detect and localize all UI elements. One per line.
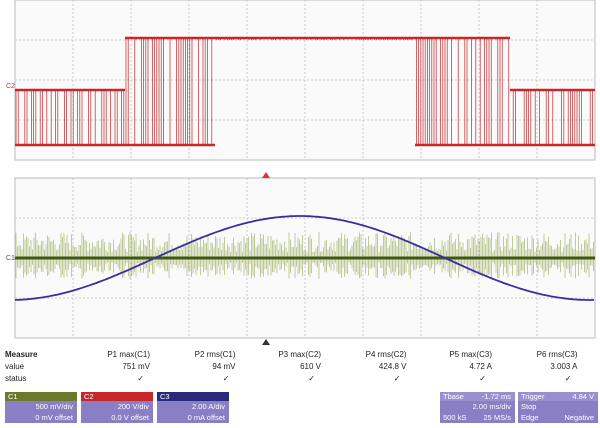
measure-name: P5 max(C3) [412,350,492,359]
measure-name: P2 rms(C1) [156,350,236,359]
row-label: value [5,362,24,371]
measure-value: 751 mV [70,362,150,371]
measure-value: 94 mV [156,362,236,371]
scope-screen: C2 C1 Measure value status P1 max(C1) 751… [0,0,600,428]
trigger-header: Trigger 4.84 V [518,392,598,401]
timebase-rate: 25 MS/s [483,412,511,423]
timebase-delay: -1.72 ms [482,392,511,401]
trigger-row: Stop [518,401,598,412]
trigger-marker [262,172,270,178]
channel-offset: 0 mA offset [157,412,229,423]
row-label: status [5,374,26,383]
channel-name: C1 [5,392,77,401]
measure-status: ✓ [150,374,230,383]
trigger-type: Edge [521,412,539,423]
timebase-points: 500 kS [443,412,466,423]
measure-title: Measure [5,350,37,359]
measure-status: ✓ [235,374,315,383]
measure-value: 424.8 V [327,362,407,371]
measure-value: 3.003 A [498,362,578,371]
trigger-slope: Negative [564,412,594,423]
channel-offset: 0.0 V offset [81,412,153,423]
waveform-display: C2 C1 [0,0,600,345]
timebase-scale: 2.00 ms/div [440,401,515,412]
timebase-row: 500 kS 25 MS/s [440,412,515,423]
trigger-mode: Stop [521,401,536,412]
timebase-header: Tbase -1.72 ms [440,392,515,401]
timebase-title: Tbase [443,392,464,401]
channel-offset: 0 mV offset [5,412,77,423]
measure-name: P6 rms(C3) [498,350,578,359]
trigger-title: Trigger [521,392,544,401]
measure-status: ✓ [321,374,401,383]
trace-label: C1 [6,255,15,262]
measure-value: 4.72 A [412,362,492,371]
measure-name: P3 max(C2) [241,350,321,359]
measure-status: ✓ [64,374,144,383]
channel-scale: 500 mV/div [5,401,77,412]
trigger-marker [262,339,270,345]
measure-name: P4 rms(C2) [327,350,407,359]
measure-value: 610 V [241,362,321,371]
trigger-row: Edge Negative [518,412,598,423]
trace-label: C2 [6,83,15,90]
measure-name: P1 max(C1) [70,350,150,359]
trigger-level: 4.84 V [572,392,594,401]
channel-scale: 2.00 A/div [157,401,229,412]
measure-status: ✓ [492,374,572,383]
measure-status: ✓ [406,374,486,383]
channel-scale: 200 V/div [81,401,153,412]
channel-name: C3 [157,392,229,401]
channel-name: C2 [81,392,153,401]
